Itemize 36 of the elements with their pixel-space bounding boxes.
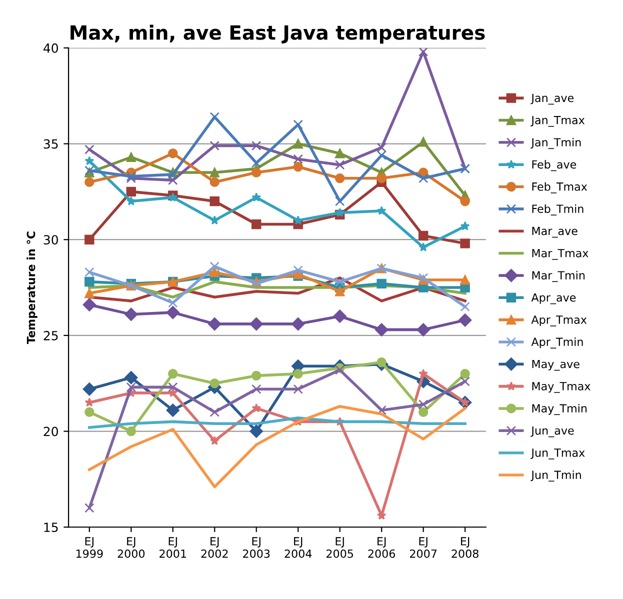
legend-label: Jan_Tmax [530,116,585,127]
legend-label: Feb_Tmax [532,182,588,194]
legend-label: Jan_Tmin [530,138,581,149]
y-axis-title: Temperature in °C [26,232,38,344]
y-tick-label: 40 [44,43,58,53]
legend-label: Jun_Tmin [530,470,581,482]
chart-title: Max, min, ave East Java temperatures [70,24,485,44]
legend-label: Jun_ave [530,426,574,438]
y-tick-label: 30 [44,235,58,245]
x-tick-label: EJ 2000 [118,537,145,558]
x-tick-label: EJ 2001 [160,537,186,558]
x-tick-label: EJ 2004 [284,537,312,558]
y-tick-label: 35 [44,139,58,149]
y-tick-label: 25 [44,330,58,340]
legend-label: Jan_ave [530,94,574,105]
legend-label: Apr_ave [531,293,576,304]
y-tick-label: 15 [44,522,58,532]
x-tick-label: EJ 2006 [368,537,396,558]
legend-label: Mar_ave [532,226,578,238]
x-tick-label: EJ 2003 [243,537,270,558]
legend-label: Apr_Tmin [531,337,583,348]
legend-label: Jun_Tmax [530,448,585,460]
x-tick-label: EJ 1999 [76,537,103,558]
legend-label: May_ave [532,360,580,371]
x-tick-label: EJ 2008 [452,537,478,558]
legend-label: Feb_Tmin [532,204,584,216]
x-tick-label: EJ 2007 [410,537,437,558]
legend-label: Mar_Tmin [532,270,585,282]
legend-label: Feb_ave [532,160,576,172]
legend-label: May_Tmin [532,404,587,416]
legend-label: Apr_Tmax [531,316,587,326]
y-tick-label: 20 [44,426,58,436]
x-tick-label: EJ 2002 [201,537,228,558]
legend-label: Mar_Tmax [532,249,588,260]
x-tick-label: EJ 2005 [326,537,354,558]
legend-label: May_Tmax [532,382,590,393]
